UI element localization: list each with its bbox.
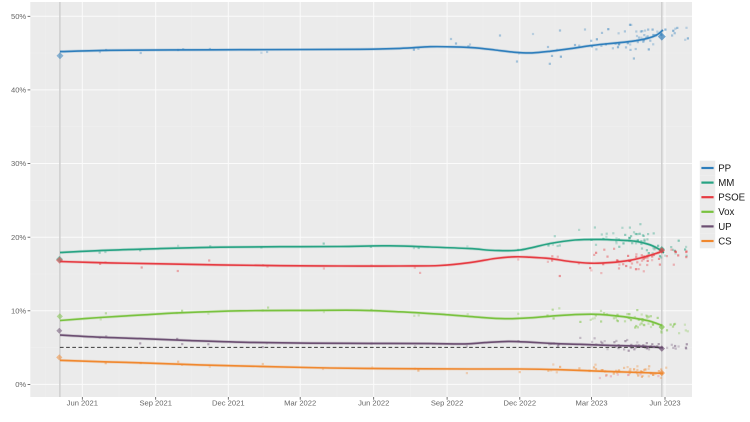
svg-text:Jun 2021: Jun 2021: [67, 399, 98, 408]
svg-text:Sep 2022: Sep 2022: [431, 399, 464, 408]
svg-text:10%: 10%: [11, 306, 26, 315]
svg-text:Dec 2022: Dec 2022: [504, 399, 537, 408]
svg-text:PP: PP: [718, 163, 731, 174]
svg-text:Mar 2022: Mar 2022: [284, 399, 316, 408]
svg-text:Sep 2021: Sep 2021: [139, 399, 172, 408]
svg-text:Dec 2021: Dec 2021: [212, 399, 245, 408]
svg-text:Jun 2023: Jun 2023: [649, 399, 680, 408]
svg-text:30%: 30%: [11, 159, 26, 168]
svg-text:MM: MM: [718, 178, 734, 189]
svg-text:Jun 2022: Jun 2022: [358, 399, 389, 408]
svg-text:Mar 2023: Mar 2023: [576, 399, 608, 408]
svg-text:0%: 0%: [15, 380, 26, 389]
svg-text:PSOE: PSOE: [718, 193, 745, 204]
svg-text:40%: 40%: [11, 86, 26, 95]
svg-text:UP: UP: [718, 222, 731, 233]
svg-text:Vox: Vox: [718, 207, 734, 218]
svg-text:50%: 50%: [11, 12, 26, 21]
svg-text:20%: 20%: [11, 233, 26, 242]
svg-text:CS: CS: [718, 236, 732, 247]
